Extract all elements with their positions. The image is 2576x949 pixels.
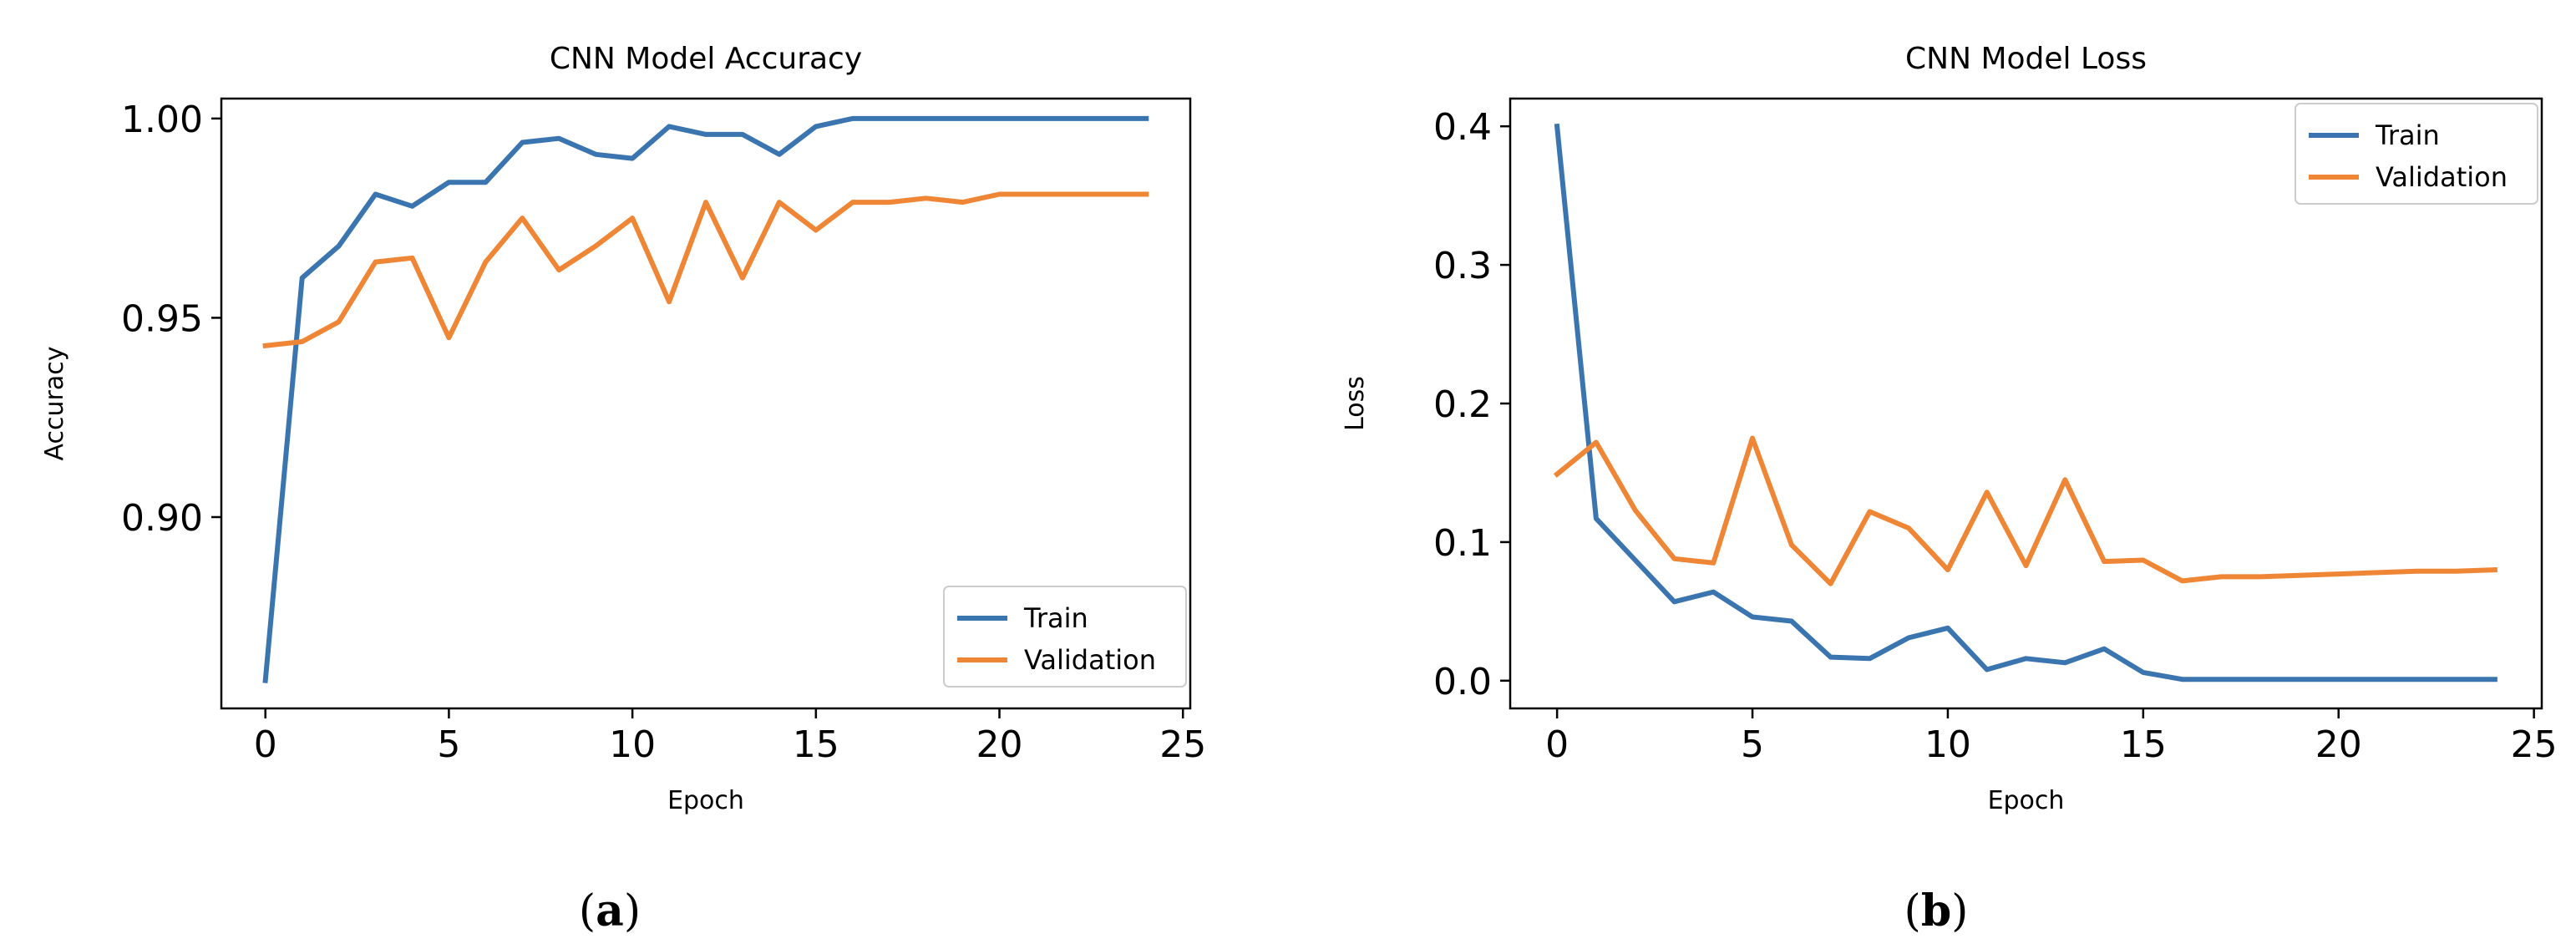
x-tick-label: 10 bbox=[609, 723, 656, 766]
x-tick-label: 20 bbox=[2315, 723, 2362, 766]
x-tick-label: 15 bbox=[793, 723, 839, 766]
panel-label: (a) bbox=[579, 886, 641, 936]
y-tick-label: 0.1 bbox=[1433, 522, 1492, 565]
x-axis-label: Epoch bbox=[667, 786, 744, 815]
series-line-validation bbox=[262, 191, 1149, 349]
x-axis-label: Epoch bbox=[1988, 786, 2065, 815]
x-tick-label: 25 bbox=[1159, 723, 1206, 766]
x-tick-label: 5 bbox=[437, 723, 460, 766]
y-tick-label: 0.0 bbox=[1433, 661, 1492, 703]
legend-label-validation: Validation bbox=[1024, 644, 1156, 676]
y-axis-label: Accuracy bbox=[40, 347, 69, 461]
x-tick-label: 0 bbox=[254, 723, 277, 766]
panel-label: (b) bbox=[1904, 886, 1969, 936]
legend: Train Validation bbox=[943, 586, 1187, 688]
legend: Train Validation bbox=[2295, 103, 2538, 205]
x-tick-label: 15 bbox=[2120, 723, 2167, 766]
y-tick-label: 0.2 bbox=[1433, 383, 1492, 426]
x-tick-label: 0 bbox=[1545, 723, 1569, 766]
series-line-train bbox=[1554, 123, 2497, 683]
x-tick-label: 25 bbox=[2511, 723, 2558, 766]
x-tick-label: 5 bbox=[1741, 723, 1764, 766]
y-tick-label: 0.4 bbox=[1433, 106, 1492, 149]
y-axis-label: Loss bbox=[1341, 376, 1370, 431]
legend-label-train: Train bbox=[2375, 119, 2440, 151]
x-tick-label: 20 bbox=[976, 723, 1023, 766]
plot-frame bbox=[220, 97, 1192, 710]
chart-title: CNN Model Loss bbox=[1905, 42, 2147, 76]
accuracy-chart: CNN Model Accuracy 0 5 10 15 20 25 0.90 0.95 1.00… bbox=[40, 42, 1206, 936]
y-tick-label: 1.00 bbox=[121, 99, 203, 141]
y-tick-label: 0.3 bbox=[1433, 245, 1492, 287]
legend-label-train: Train bbox=[1023, 602, 1088, 634]
series-line-validation bbox=[1553, 435, 2498, 586]
y-tick-label: 0.90 bbox=[121, 497, 203, 540]
legend-label-validation: Validation bbox=[2376, 161, 2508, 193]
series-line-train bbox=[262, 115, 1149, 683]
loss-chart: CNN Model Loss 0 5 10 15 20 25 0.0 0.1 0.2 0.3 0.4 E… bbox=[1341, 42, 2558, 936]
chart-title: CNN Model Accuracy bbox=[550, 42, 862, 76]
x-tick-label: 10 bbox=[1924, 723, 1971, 766]
y-tick-label: 0.95 bbox=[121, 297, 203, 340]
